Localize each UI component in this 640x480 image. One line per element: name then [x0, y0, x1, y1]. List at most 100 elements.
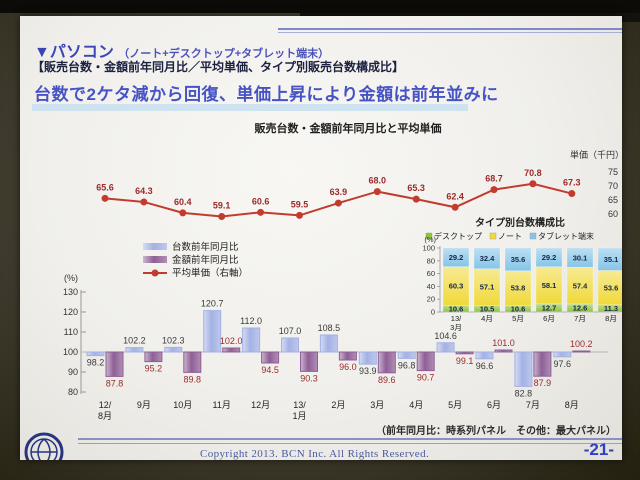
inset-axis-unit: (%) — [424, 235, 436, 244]
x-axis-label: 11月 — [213, 400, 231, 410]
x-axis-label: 2月 — [331, 400, 345, 410]
inset-axis-tick: 60 — [427, 269, 435, 278]
inset-segment-label: 58.1 — [542, 281, 557, 290]
line-point-label: 64.3 — [135, 186, 153, 196]
bar-volume — [86, 351, 105, 357]
inset-segment — [473, 247, 501, 269]
x-axis-label: 5月 — [448, 400, 462, 410]
inset-legend-label: タブレット端末 — [538, 231, 594, 241]
inset-segment — [566, 247, 594, 268]
inset-axis-tick: 20 — [427, 295, 435, 304]
bar-volume — [514, 351, 533, 387]
title-row: ▼パソコン （ノート+デスクトップ+タブレット端末） — [34, 38, 329, 62]
bar-value-label: 102.3 — [162, 335, 185, 345]
bar-amount — [105, 351, 124, 377]
inset-segment-label: 29.2 — [542, 253, 557, 262]
line-point-label: 70.8 — [524, 168, 542, 178]
footer-rule-thin — [78, 443, 622, 444]
bar-value-label: 94.5 — [261, 365, 279, 375]
bar-value-label: 101.0 — [492, 338, 515, 348]
inset-segment — [442, 266, 470, 306]
bar-value-label: 96.6 — [476, 361, 494, 371]
bar-value-label: 112.0 — [240, 316, 262, 326]
line-point — [568, 190, 576, 198]
inset-segment-label: 12.7 — [542, 304, 557, 313]
inset-x-label: 7月 — [574, 314, 586, 323]
inset-segment-label: 57.4 — [573, 281, 588, 290]
inset-segment-label: 35.6 — [511, 255, 526, 264]
line-point — [451, 203, 459, 211]
legend-label-amount: 金額前年同月比 — [172, 254, 239, 266]
bar-value-label: 87.9 — [534, 378, 552, 388]
right-axis-label: 単価（千円） — [570, 149, 622, 160]
inset-segment-label: 35.1 — [604, 255, 619, 264]
x-axis-label: 1月 — [292, 411, 306, 421]
bar-amount — [338, 351, 357, 361]
x-axis-label: 8月 — [565, 400, 579, 410]
bar-value-label: 97.6 — [554, 359, 572, 369]
bar-amount — [261, 351, 280, 364]
left-axis-tick: 90 — [68, 367, 78, 377]
inset-segment — [504, 270, 532, 306]
bar-amount — [183, 351, 202, 373]
inset-legend-swatch — [489, 232, 497, 240]
line-point-label: 68.0 — [369, 176, 387, 186]
inset-axis-tick: 80 — [427, 256, 435, 265]
inset-segment — [566, 266, 594, 305]
inset-legend-swatch — [529, 232, 537, 240]
line-point — [179, 209, 187, 217]
bar-value-label: 99.1 — [456, 356, 474, 366]
line-point-label: 59.5 — [291, 199, 309, 209]
bar-value-label: 87.8 — [106, 378, 124, 388]
line-point — [334, 199, 342, 207]
right-axis-tick: 75 — [608, 167, 618, 177]
inset-segment-label: 10.6 — [511, 304, 526, 313]
bar-volume — [436, 342, 455, 353]
bar-volume — [125, 347, 144, 353]
bar-value-label: 100.2 — [570, 339, 593, 349]
inset-segment — [597, 247, 622, 271]
inset-segment-label: 32.4 — [480, 254, 495, 263]
inset-axis-tick: 40 — [427, 282, 435, 291]
inset-segment-label: 30.1 — [573, 253, 588, 262]
bar-amount — [494, 349, 513, 353]
line-point-label: 65.6 — [96, 182, 114, 192]
legend-dot-price — [151, 269, 159, 277]
inset-legend-label: デスクトップ — [434, 231, 482, 241]
bar-value-label: 82.8 — [515, 388, 533, 398]
line-point — [412, 195, 420, 203]
line-point — [140, 198, 148, 206]
line-point — [373, 188, 381, 196]
legend-swatch-amount — [143, 256, 167, 263]
slide-title-sub: （ノート+デスクトップ+タブレット端末） — [118, 48, 330, 60]
bar-value-label: 102.2 — [123, 336, 146, 346]
inset-x-label: 3月 — [450, 323, 462, 332]
bar-value-label: 108.5 — [318, 323, 341, 333]
inset-segment-label: 60.3 — [449, 282, 464, 291]
bar-volume — [203, 310, 222, 353]
bar-amount — [416, 351, 435, 372]
main-chart: 販売台数・金額前年同月比と平均単価 単価（千円） 75 70 65 60 65.6 64.3 6… — [48, 116, 622, 428]
slide: ▼パソコン （ノート+デスクトップ+タブレット端末） 【販売台数・金額前年同月比… — [20, 16, 622, 460]
x-axis-label: 12月 — [251, 400, 270, 410]
inset-segment-label: 53.8 — [511, 284, 526, 293]
header-rule-thin — [278, 32, 622, 33]
bar-amount — [377, 351, 396, 374]
bar-volume — [281, 337, 299, 353]
bar-volume — [397, 351, 416, 359]
legend-label-volume: 台数前年同月比 — [172, 241, 239, 253]
bar-value-label: 95.2 — [145, 364, 163, 374]
bar-value-label: 90.3 — [300, 373, 318, 383]
bar-value-label: 102.0 — [220, 336, 243, 346]
inset-segment — [473, 268, 501, 306]
inset-legend-label: ノート — [498, 232, 522, 241]
bar-value-label: 96.0 — [339, 362, 357, 372]
inset-x-label: 8月 — [605, 314, 617, 323]
line-point-label: 60.6 — [252, 196, 270, 206]
line-point-label: 68.7 — [485, 174, 503, 184]
bar-volume — [164, 346, 183, 353]
inset-segment — [442, 247, 470, 267]
page-number: -21- — [583, 440, 614, 459]
bar-amount — [572, 350, 591, 353]
